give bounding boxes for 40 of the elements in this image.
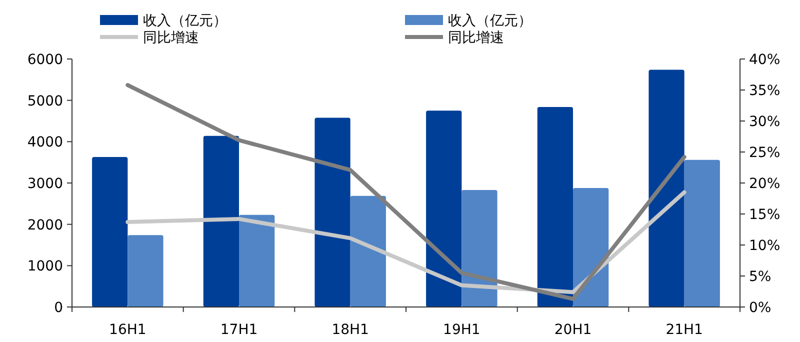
bar	[573, 188, 609, 307]
bar	[314, 118, 350, 307]
y2-tick-label: 5%	[749, 269, 772, 285]
x-tick-label: 18H1	[332, 322, 369, 338]
bar	[128, 235, 164, 307]
line-series	[126, 83, 686, 301]
y2-tick-label: 35%	[749, 83, 780, 99]
legend-label: 同比增速	[143, 30, 199, 46]
y2-tick-label: 20%	[749, 176, 780, 192]
y-tick-label: 4000	[27, 134, 63, 151]
y2-tick-label: 15%	[749, 207, 780, 223]
y2-tick-label: 0%	[749, 300, 772, 316]
y-tick-label: 6000	[27, 52, 63, 68]
x-tick-label: 20H1	[554, 322, 592, 338]
x-tick-label: 16H1	[109, 322, 146, 338]
legend-label: 同比增速	[448, 30, 504, 46]
y-tick-label: 2000	[27, 217, 63, 234]
legend-label: 收入（亿元）	[143, 13, 227, 29]
y2-tick-label: 25%	[749, 145, 780, 161]
bar	[684, 160, 720, 307]
bar	[203, 136, 239, 307]
bar	[350, 196, 386, 307]
x-tick-label: 17H1	[220, 322, 258, 338]
y-tick-label: 1000	[27, 258, 63, 275]
bar	[537, 106, 573, 307]
x-tick-label: 21H1	[666, 322, 703, 338]
y2-tick-label: 40%	[749, 52, 780, 68]
bar	[426, 110, 462, 307]
y-tick-label: 0	[54, 300, 63, 316]
x-tick-label: 19H1	[443, 322, 480, 338]
line-series	[126, 190, 686, 294]
y-tick-label: 3000	[27, 176, 63, 192]
y2-tick-label: 10%	[749, 238, 780, 254]
legend-label: 收入（亿元）	[448, 13, 532, 29]
bar	[239, 214, 275, 307]
bar	[92, 156, 128, 307]
bar	[462, 190, 498, 307]
y2-tick-label: 30%	[749, 114, 780, 130]
bar	[648, 70, 684, 307]
y-tick-label: 5000	[27, 93, 63, 110]
